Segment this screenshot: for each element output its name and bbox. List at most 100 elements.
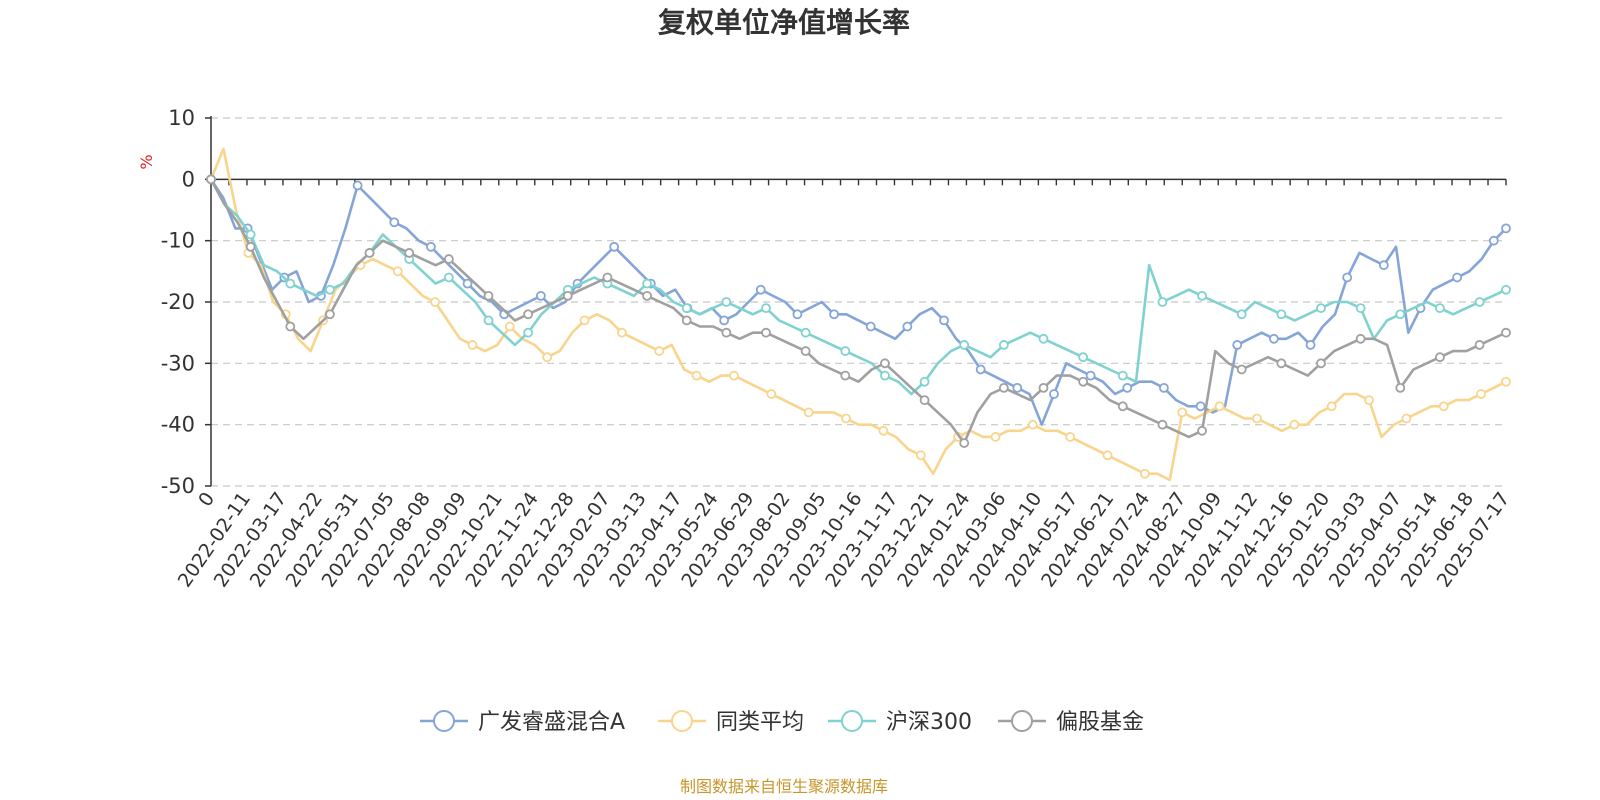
series-point — [1452, 272, 1463, 283]
series-point — [285, 278, 296, 289]
series-point — [1501, 376, 1511, 387]
series-point — [1474, 297, 1485, 307]
y-tick-label: -30 — [161, 351, 195, 375]
series-point — [609, 241, 620, 252]
series-point — [1289, 419, 1300, 430]
series-point — [389, 217, 400, 228]
series-point — [1157, 419, 1168, 430]
series-point — [654, 346, 665, 356]
series-point — [1012, 382, 1023, 393]
series-point — [719, 315, 730, 326]
legend-label: 偏股基金 — [1056, 710, 1144, 735]
series-point — [1038, 333, 1049, 344]
series-point — [1197, 425, 1207, 436]
series-point — [1078, 376, 1089, 387]
series-point — [766, 389, 777, 399]
y-tick-label: -50 — [161, 474, 195, 498]
y-tick-label: 10 — [168, 106, 195, 130]
series-point — [1078, 352, 1089, 363]
legend-item[interactable]: 偏股基金 — [998, 710, 1144, 735]
series-point — [880, 358, 890, 369]
series-point — [761, 327, 771, 338]
series-1 — [206, 147, 1511, 482]
series-point — [990, 432, 1001, 442]
series-point — [1139, 468, 1150, 479]
x-tick-label: 0 — [194, 488, 219, 511]
series-point — [1355, 333, 1366, 344]
legend-marker — [433, 710, 455, 732]
series-point — [902, 321, 913, 332]
series-point — [325, 284, 335, 295]
series-point — [800, 346, 811, 356]
series-point — [642, 278, 652, 289]
series-point — [919, 376, 930, 387]
series-point — [841, 413, 851, 424]
series-point — [1236, 364, 1247, 375]
series-point — [579, 315, 590, 326]
series-point — [1474, 340, 1485, 350]
series-point — [1117, 401, 1128, 412]
series-point — [1065, 432, 1076, 442]
series-point — [404, 248, 415, 258]
series-point — [878, 425, 889, 436]
series-point — [840, 370, 851, 381]
series-point — [1476, 389, 1486, 399]
series-point — [681, 303, 692, 314]
series-point — [829, 309, 839, 320]
chart-title: 复权单位净值增长率 — [658, 6, 910, 39]
series-point — [285, 321, 296, 332]
y-tick-label: -20 — [161, 290, 195, 314]
series-point — [840, 346, 851, 356]
series-point — [1102, 450, 1113, 461]
series-point — [998, 382, 1009, 393]
series-point — [1435, 352, 1445, 363]
series-point — [1157, 297, 1168, 307]
series-point — [761, 303, 771, 314]
series-point — [915, 450, 926, 461]
series-3 — [206, 174, 1511, 448]
legend-marker — [1011, 710, 1033, 732]
y-tick-label: -10 — [161, 229, 195, 253]
series-point — [721, 297, 732, 307]
series-point — [523, 309, 534, 320]
series-point — [880, 370, 890, 381]
series-lines — [206, 147, 1511, 482]
legend-item[interactable]: 广发睿盛混合A — [420, 710, 625, 735]
series-line — [209, 147, 1507, 482]
series-point — [1305, 340, 1316, 350]
series-point — [467, 340, 478, 350]
series-point — [681, 315, 692, 326]
legend-marker — [671, 710, 693, 732]
series-line — [209, 178, 1507, 445]
series-point — [1435, 303, 1445, 314]
series-point — [1027, 419, 1038, 430]
series-point — [364, 248, 375, 258]
series-point — [1395, 309, 1406, 320]
series-point — [975, 364, 986, 375]
series-point — [1038, 382, 1049, 393]
series-point — [1252, 413, 1262, 424]
legend-item[interactable]: 沪深300 — [828, 710, 972, 735]
series-point — [865, 321, 876, 332]
legend-label: 沪深300 — [886, 710, 972, 735]
series-point — [1177, 407, 1188, 418]
series-point — [1501, 327, 1511, 338]
series-line — [209, 178, 1507, 396]
series-point — [325, 309, 335, 320]
series-point — [1501, 284, 1511, 295]
series-point — [1276, 358, 1287, 369]
series-point — [998, 340, 1009, 350]
grid-lines — [211, 117, 1506, 487]
series-point — [1326, 401, 1337, 412]
series-point — [959, 438, 970, 448]
series-point — [1159, 382, 1169, 393]
series-point — [206, 174, 216, 185]
series-point — [562, 290, 573, 301]
series-point — [1438, 401, 1449, 412]
legend-label: 广发睿盛混合A — [478, 710, 625, 735]
series-point — [1268, 333, 1279, 344]
series-point — [1316, 358, 1326, 369]
legend-item[interactable]: 同类平均 — [658, 710, 804, 735]
axes — [205, 116, 1507, 487]
series-point — [1378, 260, 1389, 271]
